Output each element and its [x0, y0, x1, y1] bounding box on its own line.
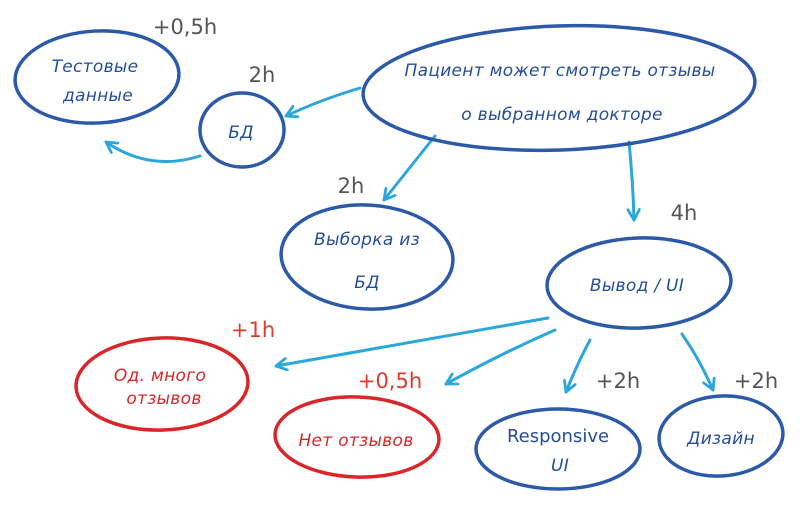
node-responsive-line1: Responsive	[507, 426, 609, 447]
estimate-responsive: +2h	[596, 369, 640, 393]
node-select-db-line1: Выборка из	[314, 230, 420, 250]
estimate-design: +2h	[734, 369, 778, 393]
node-design: Дизайн +2h	[657, 369, 785, 478]
node-many-reviews-shape	[74, 336, 250, 432]
node-db-label: БД	[228, 123, 254, 143]
node-select-db-line2: БД	[354, 273, 380, 293]
node-responsive: Responsive UI +2h	[474, 369, 642, 491]
node-no-reviews: Нет отзывов +0,5h	[273, 369, 441, 479]
node-db: БД 2h	[198, 63, 286, 169]
edge-ui-to-many-reviews	[274, 316, 550, 366]
node-select-db-shape	[279, 203, 455, 311]
edge-root-to-select-db	[382, 134, 437, 202]
node-design-label: Дизайн	[686, 429, 755, 449]
node-test-data-line1: Тестовые	[52, 57, 139, 77]
node-test-data: Тестовые данные +0,5h	[13, 15, 217, 125]
edge-root-to-db	[284, 86, 362, 116]
node-db-shape	[198, 91, 286, 169]
estimate-many-reviews: +1h	[231, 318, 275, 342]
estimate-select-db: 2h	[338, 174, 365, 198]
edge-ui-to-design	[680, 332, 713, 392]
node-responsive-shape	[474, 407, 642, 491]
estimate-no-reviews: +0,5h	[358, 369, 422, 393]
node-many-reviews: Од. много отзывов +1h	[74, 318, 275, 432]
estimate-test-data: +0,5h	[153, 15, 217, 39]
node-root-line2: о выбранном докторе	[461, 105, 662, 125]
node-select-db: Выборка из БД 2h	[279, 174, 455, 311]
edge-db-to-test-data	[104, 140, 202, 164]
edges	[104, 86, 713, 394]
node-root-line1: Пациент может смотреть отзывы	[405, 61, 716, 81]
node-root: Пациент может смотреть отзывы о выбранно…	[361, 23, 757, 153]
node-responsive-line2: UI	[551, 456, 569, 476]
edge-ui-to-responsive	[566, 338, 592, 394]
estimate-output-ui: 4h	[671, 201, 698, 225]
node-output-ui-label: Вывод / UI	[590, 276, 684, 296]
node-many-reviews-line1: Од. много	[114, 366, 206, 386]
node-no-reviews-label: Нет отзывов	[298, 431, 413, 451]
node-output-ui-shape	[545, 236, 733, 330]
estimate-db: 2h	[249, 63, 276, 87]
node-root-shape	[361, 23, 757, 153]
node-many-reviews-line2: отзывов	[126, 389, 201, 409]
node-design-shape	[657, 394, 785, 478]
node-no-reviews-shape	[273, 395, 441, 479]
node-test-data-line2: данные	[62, 86, 133, 106]
node-output-ui: Вывод / UI 4h	[545, 201, 733, 330]
edge-root-to-output-ui	[629, 140, 634, 222]
node-test-data-shape	[13, 29, 181, 125]
edge-ui-to-no-reviews	[444, 328, 557, 386]
